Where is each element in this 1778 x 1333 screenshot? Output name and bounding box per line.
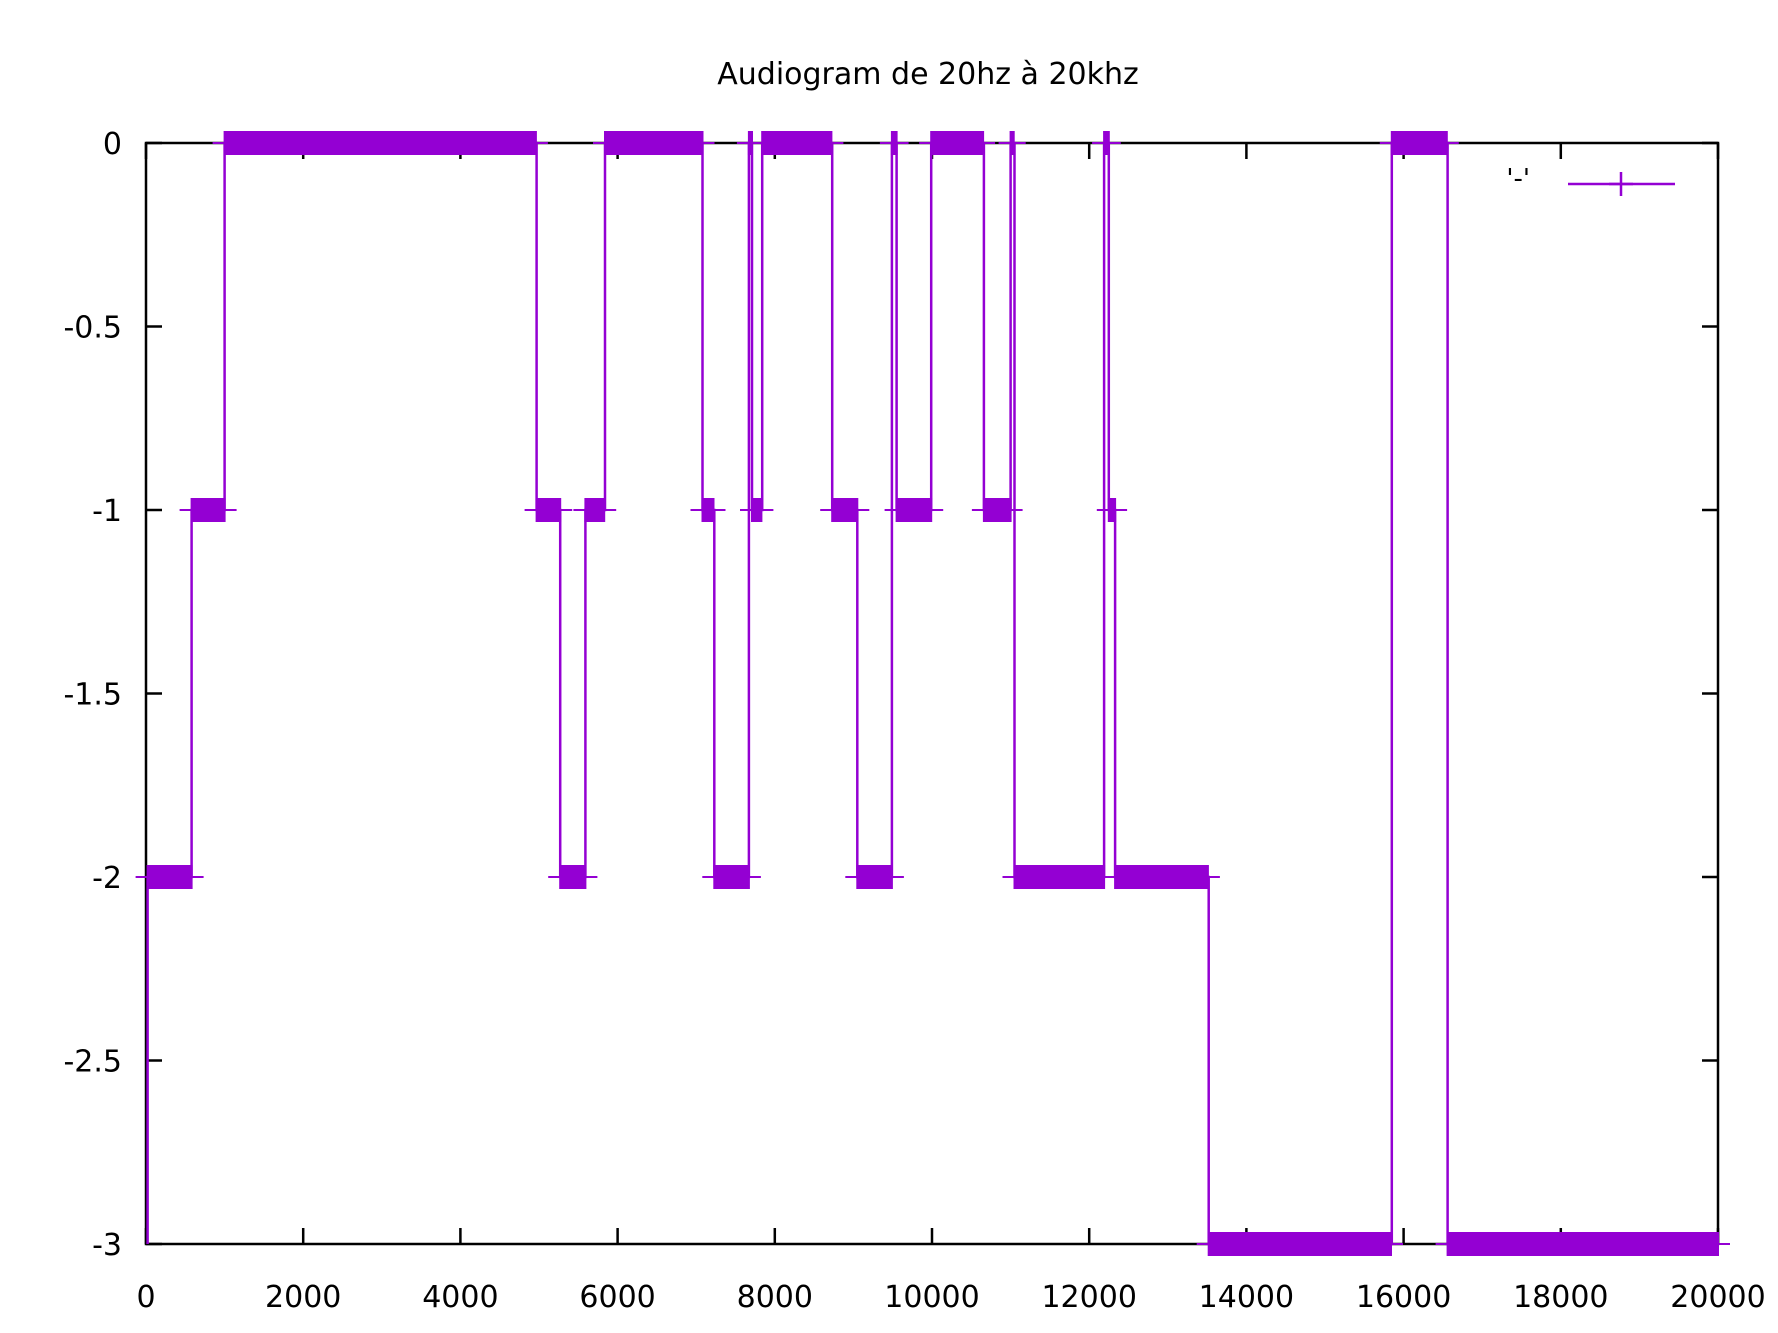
series-markers [820, 498, 870, 522]
series-markers [1002, 865, 1117, 889]
series-markers [1092, 131, 1121, 155]
series-markers [1103, 865, 1220, 889]
series-markers [919, 131, 996, 155]
series-markers [1096, 498, 1128, 522]
y-tick-label: 0 [103, 127, 122, 162]
y-tick-label: -2.5 [63, 1045, 122, 1080]
series-markers [750, 131, 844, 155]
y-tick-label: -1 [92, 494, 122, 529]
series-markers [740, 498, 774, 522]
x-tick-label: 20000 [1670, 1280, 1765, 1315]
x-tick-labels: 0 2000 4000 6000 8000 10000 12000 14000 16000 180… [136, 1280, 1765, 1315]
x-tick-label: 14000 [1199, 1280, 1294, 1315]
series-markers [1379, 131, 1459, 155]
series-markers [1196, 1232, 1403, 1256]
series-markers [135, 865, 204, 889]
x-tick-label: 10000 [884, 1280, 979, 1315]
series-markers [548, 865, 598, 889]
x-tick-label: 8000 [737, 1280, 813, 1315]
x-tick-label: 12000 [1041, 1280, 1136, 1315]
series-markers [879, 131, 909, 155]
y-tick-label: -3 [92, 1228, 122, 1263]
series-line [146, 141, 1718, 1246]
x-tick-label: 0 [136, 1280, 155, 1315]
series-layer [135, 131, 1730, 1256]
y-tick-label: -2 [92, 861, 122, 896]
series-markers [702, 865, 761, 889]
x-tick-label: 6000 [579, 1280, 655, 1315]
y-tick-label: -1.5 [63, 678, 122, 713]
series-markers [971, 498, 1023, 522]
legend-label: '-' [1506, 164, 1530, 194]
y-tick-labels: 0 -0.5 -1 -1.5 -2 -2.5 -3 [63, 127, 122, 1263]
series-markers [884, 498, 944, 522]
series-markers [690, 498, 726, 522]
series-markers [845, 865, 904, 889]
legend: '-' [1506, 164, 1675, 196]
series-markers [1435, 1232, 1730, 1256]
series-markers [573, 498, 617, 522]
x-tick-label: 18000 [1513, 1280, 1608, 1315]
series-markers [593, 131, 715, 155]
x-tick-label: 2000 [265, 1280, 341, 1315]
series-markers [179, 498, 237, 522]
legend-marker-sample [1609, 172, 1633, 196]
y-tick-label: -0.5 [63, 311, 122, 346]
x-tick-label: 16000 [1356, 1280, 1451, 1315]
chart-title: Audiogram de 20hz à 20khz [717, 57, 1139, 92]
series-markers [524, 498, 573, 522]
x-tick-label: 4000 [422, 1280, 498, 1315]
series-markers [998, 131, 1026, 155]
series-markers [212, 131, 548, 155]
